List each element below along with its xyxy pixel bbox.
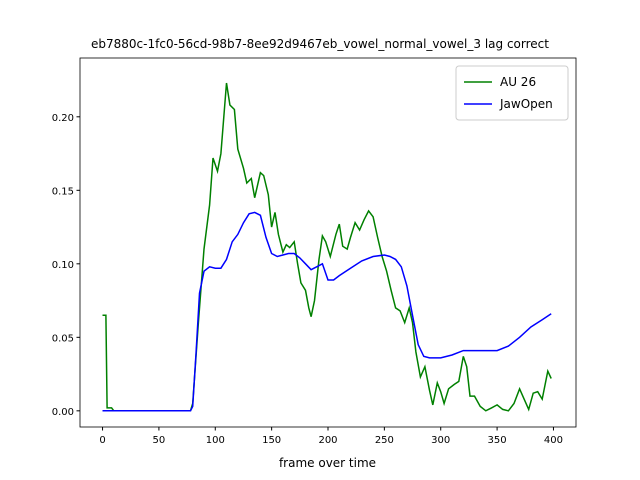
x-tick-label: 100 [206, 435, 225, 446]
y-tick-label: 0.10 [52, 260, 74, 271]
y-tick-label: 0.15 [52, 186, 74, 197]
x-axis-label: frame over time [279, 456, 376, 470]
data-line [102, 211, 552, 412]
legend-label: JawOpen [499, 97, 553, 111]
legend-label: AU 26 [500, 75, 536, 89]
data-line [102, 82, 552, 412]
x-tick-label: 150 [262, 435, 281, 446]
chart-title: eb7880c-1fc0-56cd-98b7-8ee92d9467eb_vowe… [91, 37, 549, 51]
y-tick-label: 0.00 [52, 407, 74, 418]
legend-box [455, 65, 569, 121]
x-tick-label: 300 [431, 435, 450, 446]
x-tick-label: 250 [375, 435, 394, 446]
x-tick-label: 400 [544, 435, 563, 446]
x-tick-label: 0 [99, 435, 105, 446]
x-tick-label: 200 [318, 435, 337, 446]
y-tick-label: 0.05 [52, 333, 74, 344]
y-tick-label: 0.20 [52, 113, 74, 124]
x-tick-label: 50 [153, 435, 166, 446]
x-tick-label: 350 [488, 435, 507, 446]
plot-frame [79, 57, 577, 428]
